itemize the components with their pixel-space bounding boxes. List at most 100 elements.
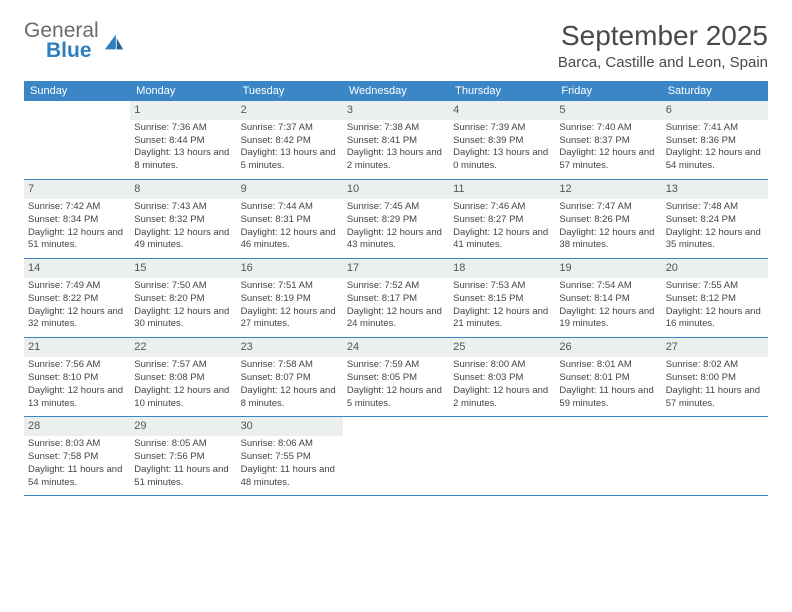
day-cell: 12 Sunrise: 7:47 AMSunset: 8:26 PMDayligh… <box>555 180 661 258</box>
day-number: 2 <box>237 101 343 120</box>
day-cell <box>343 417 449 495</box>
day-details: Sunrise: 8:00 AMSunset: 8:03 PMDaylight:… <box>453 359 551 410</box>
day-cell: 10 Sunrise: 7:45 AMSunset: 8:29 PMDayligh… <box>343 180 449 258</box>
day-details: Sunrise: 7:40 AMSunset: 8:37 PMDaylight:… <box>559 122 657 173</box>
day-cell: 24 Sunrise: 7:59 AMSunset: 8:05 PMDayligh… <box>343 338 449 416</box>
day-cell: 5 Sunrise: 7:40 AMSunset: 8:37 PMDaylight… <box>555 101 661 179</box>
day-cell: 23Sunrise: 7:58 AMSunset: 8:07 PMDayligh… <box>237 338 343 416</box>
logo: General Blue <box>24 20 125 61</box>
day-cell: 27 Sunrise: 8:02 AMSunset: 8:00 PMDayligh… <box>662 338 768 416</box>
day-details: Sunrise: 7:38 AMSunset: 8:41 PMDaylight:… <box>347 122 445 173</box>
day-details: Sunrise: 8:01 AMSunset: 8:01 PMDaylight:… <box>559 359 657 410</box>
day-number: 19 <box>555 259 661 278</box>
day-cell: 13 Sunrise: 7:48 AMSunset: 8:24 PMDayligh… <box>662 180 768 258</box>
day-cell: 26 Sunrise: 8:01 AMSunset: 8:01 PMDayligh… <box>555 338 661 416</box>
day-details: Sunrise: 7:39 AMSunset: 8:39 PMDaylight:… <box>453 122 551 173</box>
day-number: 4 <box>449 101 555 120</box>
day-details: Sunrise: 7:51 AMSunset: 8:19 PMDaylight:… <box>241 280 339 331</box>
day-cell: 21 Sunrise: 7:56 AMSunset: 8:10 PMDayligh… <box>24 338 130 416</box>
day-cell: 14 Sunrise: 7:49 AMSunset: 8:22 PMDayligh… <box>24 259 130 337</box>
weekday-header: Friday <box>555 81 661 101</box>
week-row: 7Sunrise: 7:42 AMSunset: 8:34 PMDaylight… <box>24 180 768 259</box>
day-number: 27 <box>662 338 768 357</box>
day-number: 10 <box>343 180 449 199</box>
day-number: 11 <box>449 180 555 199</box>
weekday-header: Tuesday <box>237 81 343 101</box>
day-number: 29 <box>130 417 236 436</box>
day-cell: 6Sunrise: 7:41 AMSunset: 8:36 PMDaylight… <box>662 101 768 179</box>
weeks-container: 1Sunrise: 7:36 AMSunset: 8:44 PMDaylight… <box>24 101 768 496</box>
day-number: 14 <box>24 259 130 278</box>
day-cell: 7Sunrise: 7:42 AMSunset: 8:34 PMDaylight… <box>24 180 130 258</box>
day-number: 24 <box>343 338 449 357</box>
day-cell: 30Sunrise: 8:06 AMSunset: 7:55 PMDayligh… <box>237 417 343 495</box>
day-details: Sunrise: 7:52 AMSunset: 8:17 PMDaylight:… <box>347 280 445 331</box>
weekday-header: Saturday <box>662 81 768 101</box>
day-details: Sunrise: 7:54 AMSunset: 8:14 PMDaylight:… <box>559 280 657 331</box>
day-number: 9 <box>237 180 343 199</box>
day-details: Sunrise: 7:41 AMSunset: 8:36 PMDaylight:… <box>666 122 764 173</box>
day-details: Sunrise: 7:47 AMSunset: 8:26 PMDaylight:… <box>559 201 657 252</box>
day-cell: 3 Sunrise: 7:38 AMSunset: 8:41 PMDaylight… <box>343 101 449 179</box>
day-details: Sunrise: 8:03 AMSunset: 7:58 PMDaylight:… <box>28 438 126 489</box>
week-row: 1Sunrise: 7:36 AMSunset: 8:44 PMDaylight… <box>24 101 768 180</box>
day-cell: 28 Sunrise: 8:03 AMSunset: 7:58 PMDayligh… <box>24 417 130 495</box>
day-number: 26 <box>555 338 661 357</box>
day-details: Sunrise: 7:56 AMSunset: 8:10 PMDaylight:… <box>28 359 126 410</box>
day-details: Sunrise: 7:46 AMSunset: 8:27 PMDaylight:… <box>453 201 551 252</box>
day-number: 17 <box>343 259 449 278</box>
day-number: 13 <box>662 180 768 199</box>
day-details: Sunrise: 7:50 AMSunset: 8:20 PMDaylight:… <box>134 280 232 331</box>
week-row: 14 Sunrise: 7:49 AMSunset: 8:22 PMDayligh… <box>24 259 768 338</box>
day-cell: 9 Sunrise: 7:44 AMSunset: 8:31 PMDaylight… <box>237 180 343 258</box>
day-cell: 4 Sunrise: 7:39 AMSunset: 8:39 PMDaylight… <box>449 101 555 179</box>
day-details: Sunrise: 7:44 AMSunset: 8:31 PMDaylight:… <box>241 201 339 252</box>
day-cell <box>449 417 555 495</box>
day-number: 16 <box>237 259 343 278</box>
week-row: 21 Sunrise: 7:56 AMSunset: 8:10 PMDayligh… <box>24 338 768 417</box>
day-number: 18 <box>449 259 555 278</box>
day-cell <box>24 101 130 179</box>
day-number: 28 <box>24 417 130 436</box>
day-cell: 17 Sunrise: 7:52 AMSunset: 8:17 PMDayligh… <box>343 259 449 337</box>
day-details: Sunrise: 8:05 AMSunset: 7:56 PMDaylight:… <box>134 438 232 489</box>
day-number: 25 <box>449 338 555 357</box>
day-details: Sunrise: 7:49 AMSunset: 8:22 PMDaylight:… <box>28 280 126 331</box>
day-details: Sunrise: 7:42 AMSunset: 8:34 PMDaylight:… <box>28 201 126 252</box>
day-number: 3 <box>343 101 449 120</box>
day-cell: 20 Sunrise: 7:55 AMSunset: 8:12 PMDayligh… <box>662 259 768 337</box>
header: General Blue September 2025 Barca, Casti… <box>24 20 768 71</box>
day-details: Sunrise: 8:02 AMSunset: 8:00 PMDaylight:… <box>666 359 764 410</box>
day-cell: 16 Sunrise: 7:51 AMSunset: 8:19 PMDayligh… <box>237 259 343 337</box>
day-number: 8 <box>130 180 236 199</box>
weekday-header: Sunday <box>24 81 130 101</box>
day-number: 15 <box>130 259 236 278</box>
day-cell: 25 Sunrise: 8:00 AMSunset: 8:03 PMDayligh… <box>449 338 555 416</box>
day-details: Sunrise: 7:55 AMSunset: 8:12 PMDaylight:… <box>666 280 764 331</box>
day-details: Sunrise: 7:45 AMSunset: 8:29 PMDaylight:… <box>347 201 445 252</box>
day-details: Sunrise: 7:48 AMSunset: 8:24 PMDaylight:… <box>666 201 764 252</box>
day-cell: 18 Sunrise: 7:53 AMSunset: 8:15 PMDayligh… <box>449 259 555 337</box>
day-number: 20 <box>662 259 768 278</box>
day-cell: 11 Sunrise: 7:46 AMSunset: 8:27 PMDayligh… <box>449 180 555 258</box>
day-cell <box>662 417 768 495</box>
day-number: 5 <box>555 101 661 120</box>
day-details: Sunrise: 7:58 AMSunset: 8:07 PMDaylight:… <box>241 359 339 410</box>
day-cell: 22Sunrise: 7:57 AMSunset: 8:08 PMDayligh… <box>130 338 236 416</box>
day-details: Sunrise: 7:43 AMSunset: 8:32 PMDaylight:… <box>134 201 232 252</box>
day-details: Sunrise: 7:59 AMSunset: 8:05 PMDaylight:… <box>347 359 445 410</box>
weekday-header: Thursday <box>449 81 555 101</box>
day-number: 12 <box>555 180 661 199</box>
calendar: SundayMondayTuesdayWednesdayThursdayFrid… <box>24 81 768 496</box>
day-cell: 1Sunrise: 7:36 AMSunset: 8:44 PMDaylight… <box>130 101 236 179</box>
weekday-header-row: SundayMondayTuesdayWednesdayThursdayFrid… <box>24 81 768 101</box>
day-details: Sunrise: 7:53 AMSunset: 8:15 PMDaylight:… <box>453 280 551 331</box>
day-cell: 8 Sunrise: 7:43 AMSunset: 8:32 PMDaylight… <box>130 180 236 258</box>
day-number: 21 <box>24 338 130 357</box>
title-block: September 2025 Barca, Castille and Leon,… <box>558 20 768 71</box>
logo-word2: Blue <box>46 40 99 61</box>
day-number: 30 <box>237 417 343 436</box>
month-title: September 2025 <box>558 20 768 52</box>
weekday-header: Monday <box>130 81 236 101</box>
weekday-header: Wednesday <box>343 81 449 101</box>
